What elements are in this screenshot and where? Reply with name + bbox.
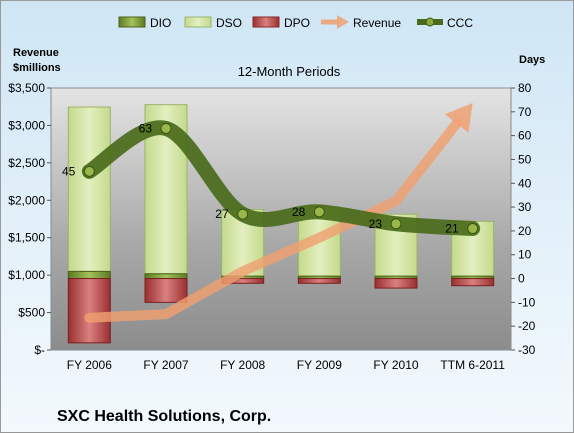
right-tick-label: -30: [518, 343, 536, 357]
ccc-point: [161, 123, 171, 133]
left-tick-label: $2,000: [8, 193, 45, 207]
bar-dpo: [375, 279, 417, 289]
ccc-point: [314, 207, 324, 217]
x-tick-label: FY 2008: [220, 358, 265, 372]
right-tick-label: 30: [518, 200, 532, 214]
right-tick-label: 0: [518, 272, 525, 286]
legend-swatch-revenue: [321, 15, 349, 29]
legend-label-dpo: DPO: [284, 16, 310, 30]
left-axis: $- $500 $1,000 $1,500 $2,000 $2,500 $3,000 $3,5…: [8, 81, 51, 357]
left-tick-label: $-: [34, 343, 45, 357]
legend-label-dso: DSO: [216, 16, 242, 30]
chart-title: 12-Month Periods: [238, 64, 341, 79]
x-tick-label: FY 2007: [143, 358, 188, 372]
right-tick-label: 80: [518, 81, 532, 95]
x-tick-label: TTM 6-2011: [440, 358, 505, 372]
right-tick-label: 50: [518, 152, 532, 166]
right-axis-title: Days: [519, 54, 545, 66]
ccc-data-label: 63: [139, 121, 153, 135]
right-tick-label: 60: [518, 129, 532, 143]
x-axis: FY 2006 FY 2007 FY 2008 FY 2009 FY 2010 TTM 6…: [67, 358, 505, 372]
legend-label-dio: DIO: [150, 16, 171, 30]
right-tick-label: 10: [518, 248, 532, 262]
company-name: SXC Health Solutions, Corp.: [57, 408, 271, 425]
ccc-data-label: 45: [62, 164, 76, 178]
left-tick-label: $1,500: [8, 231, 45, 245]
left-axis-title-line1: Revenue: [13, 47, 59, 59]
bar-dio: [145, 274, 187, 279]
ccc-data-label: 23: [369, 217, 383, 231]
bar-dio: [68, 271, 110, 278]
right-tick-label: 70: [518, 105, 532, 119]
legend-label-ccc: CCC: [447, 16, 473, 30]
left-tick-label: $1,000: [8, 268, 45, 282]
left-tick-label: $3,500: [8, 81, 45, 95]
ccc-data-label: 27: [215, 207, 229, 221]
left-tick-label: $500: [18, 306, 45, 320]
ccc-point: [391, 219, 401, 229]
right-tick-label: -20: [518, 319, 536, 333]
right-tick-label: 40: [518, 176, 532, 190]
legend: DIO DSO DPO Revenue CCC: [119, 15, 473, 30]
right-tick-label: 20: [518, 224, 532, 238]
ccc-point: [238, 209, 248, 219]
ccc-data-label: 28: [292, 205, 306, 219]
bar-dpo: [298, 279, 340, 284]
ccc-point: [84, 166, 94, 176]
bar-dpo: [68, 279, 110, 343]
bar-dpo: [145, 279, 187, 303]
legend-label-revenue: Revenue: [353, 16, 401, 30]
legend-swatch-dso: [185, 17, 211, 27]
legend-swatch-dpo: [253, 17, 279, 27]
ccc-point: [468, 224, 478, 234]
left-tick-label: $2,500: [8, 156, 45, 170]
left-tick-label: $3,000: [8, 118, 45, 132]
legend-swatch-dio: [119, 17, 145, 27]
x-tick-label: FY 2009: [297, 358, 342, 372]
x-tick-label: FY 2006: [67, 358, 112, 372]
left-axis-title-line2: $millions: [13, 62, 61, 74]
right-axis: -30 -20 -10 0 10 20 30 40 50 60 70 80: [511, 81, 536, 357]
x-tick-label: FY 2010: [373, 358, 418, 372]
bar-dpo: [452, 279, 494, 286]
ccc-data-label: 21: [445, 222, 459, 236]
legend-swatch-ccc: [417, 18, 443, 26]
right-tick-label: -10: [518, 295, 536, 309]
bar-dso: [68, 107, 110, 271]
